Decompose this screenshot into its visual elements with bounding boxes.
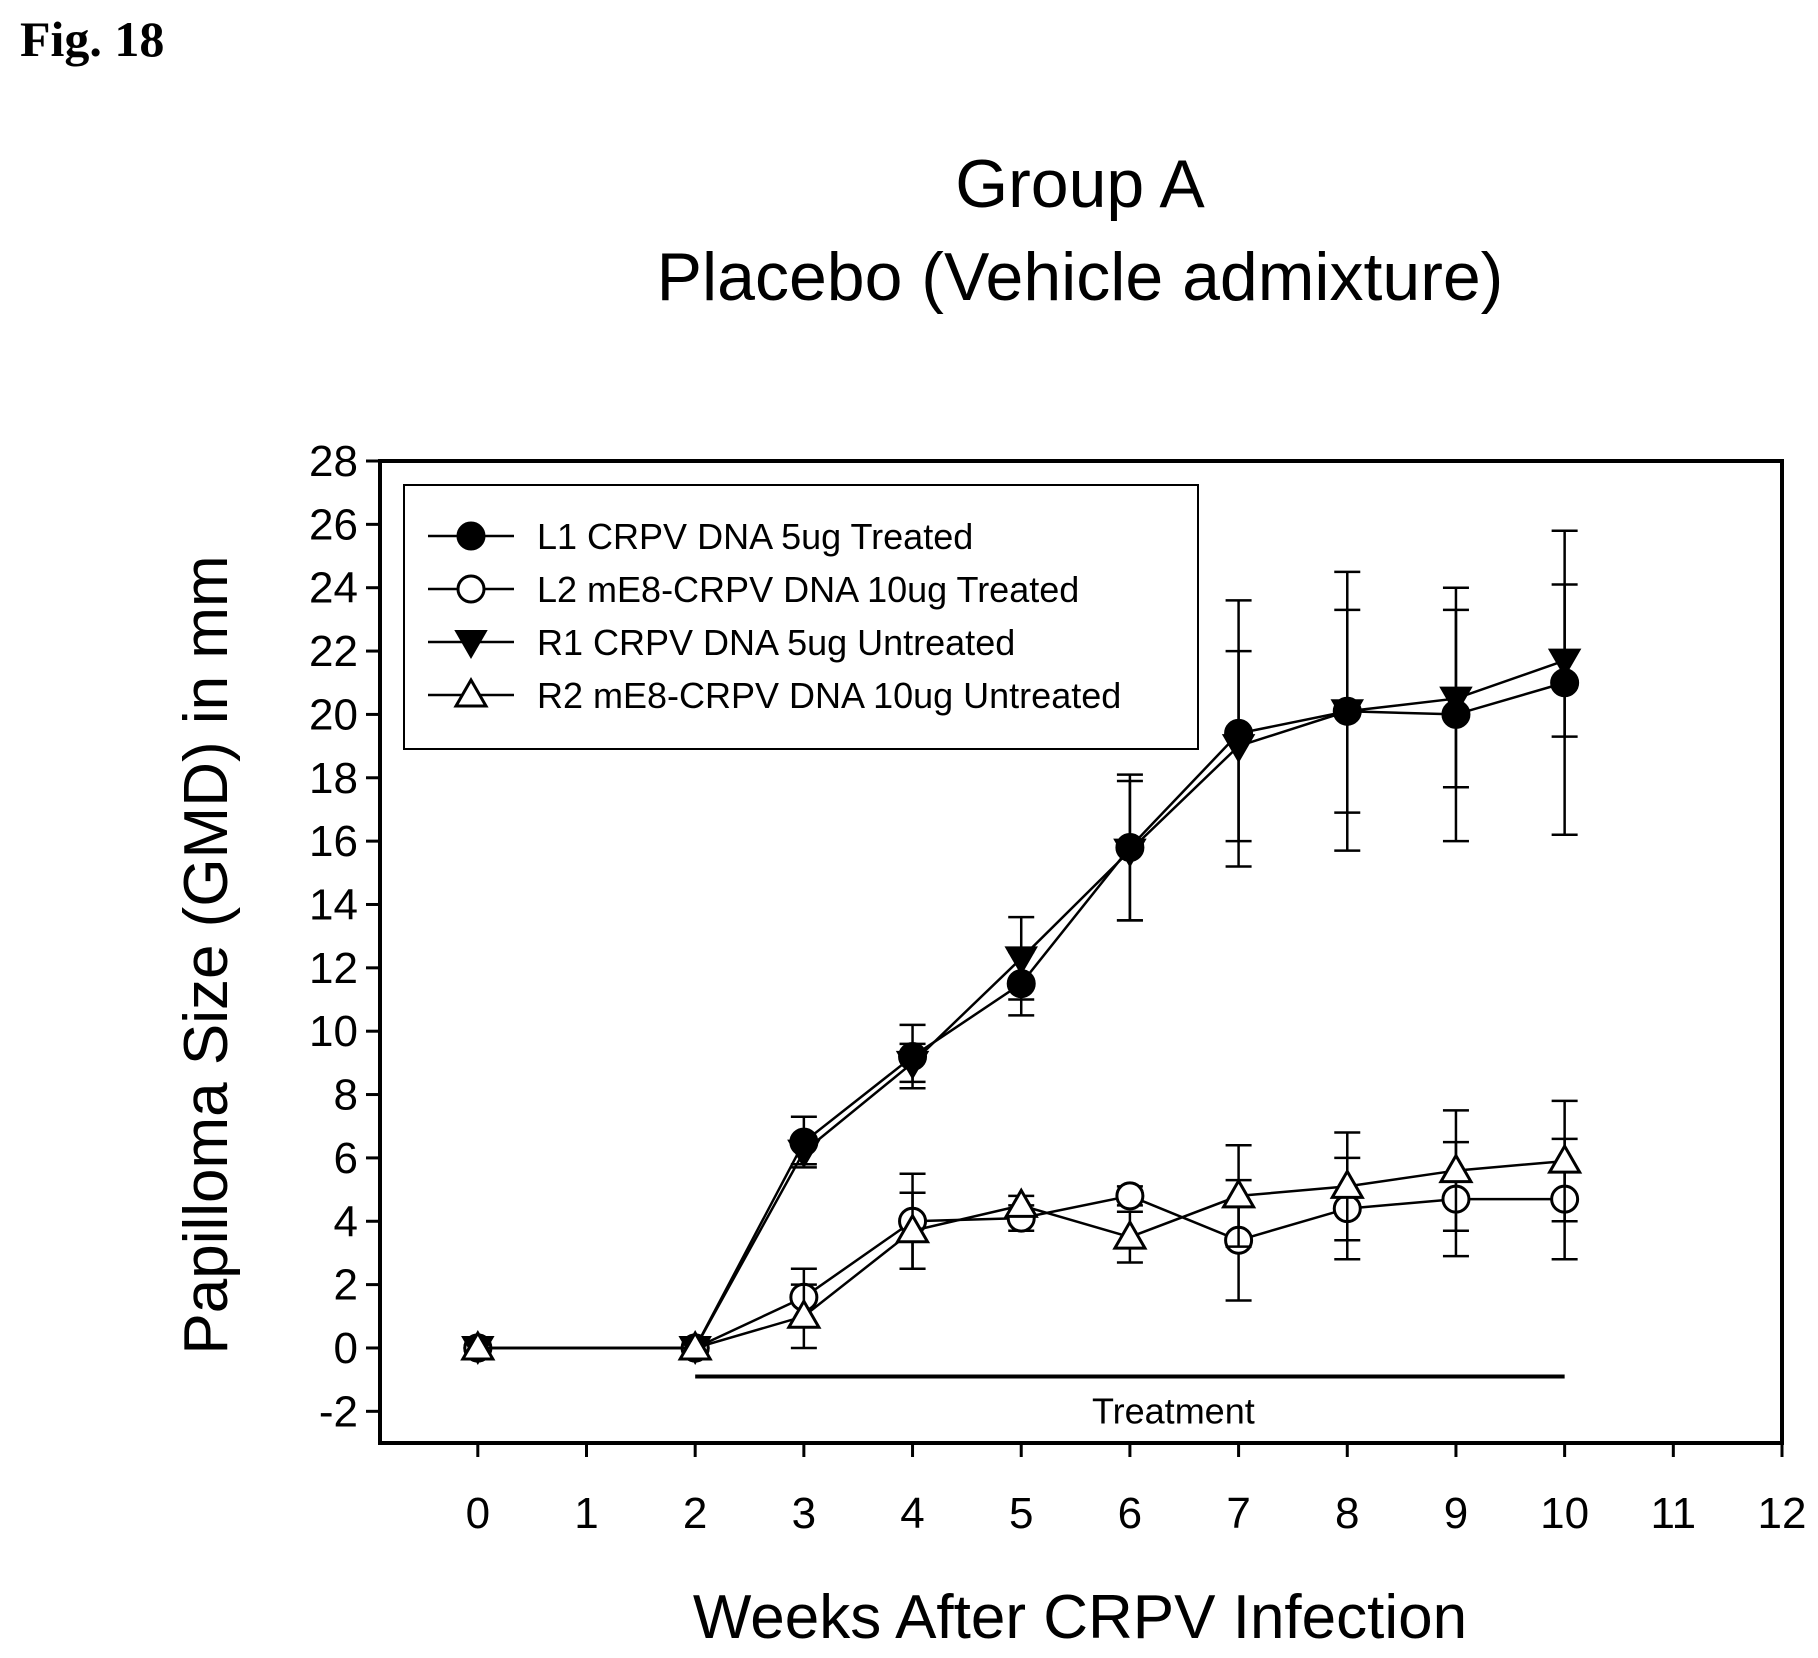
data-point [1438,1152,1474,1184]
x-tick-label: 0 [466,1489,490,1538]
y-tick-label: 26 [309,500,358,549]
data-point [460,1329,496,1361]
x-tick-label: 4 [900,1489,924,1538]
data-point [1003,1187,1039,1218]
y-tick-label: 22 [309,627,358,676]
x-tick-label: 11 [1650,1489,1696,1538]
legend-label: R1 CRPV DNA 5ug Untreated [537,622,1015,663]
y-tick-label: 24 [309,564,358,613]
data-point [895,1050,930,1080]
y-tick-label: 8 [334,1071,358,1120]
x-tick-label: 7 [1226,1489,1250,1538]
y-tick-label: 12 [309,944,358,993]
y-tick-label: 2 [334,1261,358,1310]
legend-entry: L1 CRPV DNA 5ug Treated [428,516,973,557]
x-tick-label: 8 [1335,1489,1359,1538]
data-point [1112,1219,1148,1250]
data-point [677,1329,713,1361]
legend-entry: R1 CRPV DNA 5ug Untreated [428,622,1015,663]
series-2 [463,1137,1580,1363]
x-tick-label: 12 [1758,1489,1807,1538]
legend-label: R2 mE8-CRPV DNA 10ug Untreated [537,675,1121,716]
data-point [1329,1168,1365,1199]
legend-label: L2 mE8-CRPV DNA 10ug Treated [537,569,1079,610]
series-3 [461,583,1582,1365]
data-point [1547,1143,1583,1174]
data-point [1330,699,1365,729]
y-tick-label: 4 [334,1197,358,1246]
series-line [477,1194,1565,1350]
y-tick-label: 10 [309,1007,358,1056]
y-tick-label: 18 [309,754,358,803]
y-tick-label: 14 [309,880,358,929]
series-line [477,681,1565,1350]
x-tick-label: 9 [1444,1489,1468,1538]
legend-marker [456,574,486,604]
legend-marker [453,676,489,708]
data-point [1439,686,1473,716]
x-tick-label: 10 [1540,1489,1589,1538]
data-point [894,1212,931,1244]
legend-entry: L2 mE8-CRPV DNA 10ug Treated [428,569,1079,610]
y-axis-label: Papilloma Size (GMD) in mm [172,555,241,1354]
x-axis-label: Weeks After CRPV Infection [693,1583,1467,1652]
treatment-label: Treatment [1092,1390,1255,1431]
figure-label: Fig. 18 [20,11,165,67]
data-point [1221,734,1256,764]
data-point [1220,1177,1257,1209]
y-tick-label: -2 [319,1387,358,1436]
legend-label: L1 CRPV DNA 5ug Treated [537,516,973,557]
series-line [477,659,1566,1350]
data-point [1004,946,1038,976]
x-tick-label: 3 [792,1489,816,1538]
chart-title: Group A [955,146,1205,222]
y-tick-label: 0 [334,1324,358,1373]
y-tick-label: 28 [309,437,358,486]
x-tick-label: 6 [1118,1489,1142,1538]
plot-frame [378,459,1784,1445]
x-axis: 0 1 2 3 4 5 6 7 8 9 10 11 12 [466,1443,1807,1538]
legend-entry: R2 mE8-CRPV DNA 10ug Untreated [428,675,1121,716]
data-point [787,1139,821,1169]
series-line [477,1159,1565,1350]
chart-subtitle: Placebo (Vehicle admixture) [657,239,1504,315]
legend: L1 CRPV DNA 5ug Treated L2 mE8-CRPV DNA 1… [403,484,1199,750]
y-tick-label: 20 [309,690,358,739]
x-tick-label: 2 [683,1489,707,1538]
y-tick-label: 6 [334,1134,358,1183]
data-point [786,1298,822,1329]
data-point [1113,838,1147,868]
data-point [1547,648,1582,678]
treatment-annotation: Treatment [695,1374,1565,1431]
legend-frame [403,484,1199,750]
legend-marker [456,521,486,551]
series-group [460,529,1583,1365]
x-tick-label: 1 [574,1489,598,1538]
x-tick-label: 5 [1009,1489,1033,1538]
series-4 [460,1099,1583,1361]
y-tick-label: 16 [309,817,358,866]
legend-marker [454,630,488,660]
data-point [1115,1181,1145,1211]
